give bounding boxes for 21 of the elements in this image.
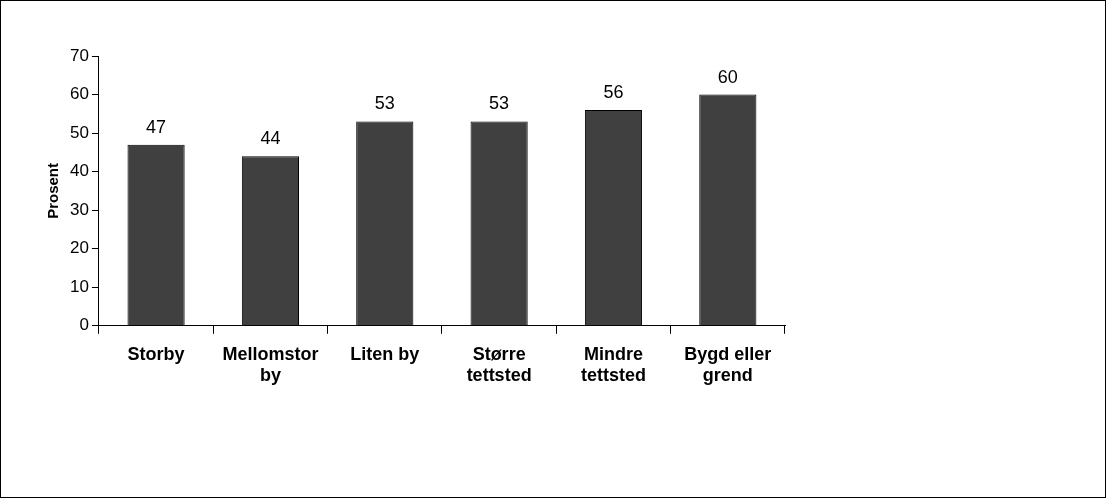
x-tick-label: Storby <box>127 343 185 364</box>
data-label: 44 <box>260 128 281 149</box>
y-tick-label: 10 <box>69 276 89 296</box>
data-label: 60 <box>717 66 738 87</box>
y-tick-label: 50 <box>69 122 89 142</box>
y-tick-label: 20 <box>69 238 89 258</box>
data-label: 53 <box>374 93 395 114</box>
data-label: 56 <box>603 81 624 102</box>
x-tick-label: Mellomstor by <box>222 343 319 386</box>
y-tick-label: 40 <box>69 161 89 181</box>
y-tick-label: 70 <box>69 45 89 65</box>
data-label: 53 <box>489 93 510 114</box>
x-tick-label: Mindre tettsted <box>580 343 646 386</box>
y-axis-title: Prosent <box>44 162 62 219</box>
y-tick-label: 30 <box>69 199 89 219</box>
y-tick-label: 60 <box>69 84 89 104</box>
y-tick-label: 0 <box>79 315 89 335</box>
data-label: 47 <box>146 116 167 137</box>
x-tick-label: Liten by <box>350 343 420 364</box>
x-tick-label: Større tettsted <box>466 343 532 386</box>
x-tick-label: Bygd eller grend <box>684 343 772 386</box>
